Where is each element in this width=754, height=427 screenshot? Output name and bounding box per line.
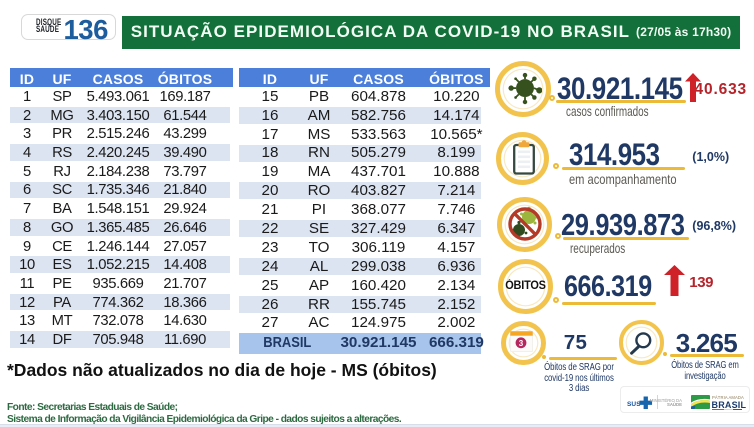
svg-text:3: 3 bbox=[518, 339, 523, 348]
